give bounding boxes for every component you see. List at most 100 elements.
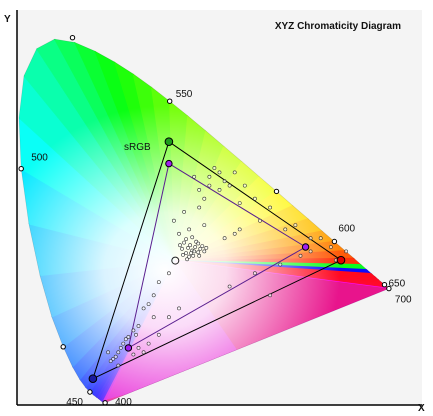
sample-point: [184, 237, 189, 242]
sample-point: [116, 363, 121, 368]
sample-point: [180, 246, 184, 251]
sample-point: [283, 227, 288, 232]
x-axis-label: X: [418, 403, 425, 414]
sample-point: [212, 166, 217, 170]
sample-point: [328, 245, 333, 249]
gamut-vertices: [88, 137, 346, 384]
sample-point: [116, 350, 121, 355]
gamut-label-srgb: sRGB: [124, 142, 151, 153]
sample-point: [197, 205, 202, 210]
sample-point: [202, 223, 207, 228]
locus-label-500: 500: [31, 153, 48, 164]
sample-point: [185, 257, 190, 262]
sample-point: [196, 241, 201, 246]
sample-point: [198, 246, 203, 251]
locus-marker: [69, 35, 76, 41]
gamut-vertex: [164, 137, 174, 146]
sample-point: [187, 227, 192, 232]
locus-label-700: 700: [395, 295, 412, 306]
sample-point: [182, 240, 187, 245]
sample-point: [151, 293, 156, 298]
sample-point: [200, 244, 205, 249]
sample-point: [141, 306, 146, 311]
sample-point: [227, 284, 232, 289]
locus-marker: [87, 389, 93, 395]
sample-point: [202, 196, 207, 201]
sample-point: [278, 262, 283, 267]
sample-point: [308, 236, 313, 241]
sample-point: [204, 245, 209, 250]
locus-marker: [386, 285, 392, 292]
sample-point: [232, 170, 237, 175]
sample-point: [344, 249, 349, 254]
sample-point: [268, 205, 273, 210]
sample-point: [156, 280, 161, 285]
sample-point: [108, 359, 113, 364]
gamut-triangle-outer: [92, 140, 342, 380]
sample-point: [156, 332, 161, 337]
sample-point: [136, 345, 141, 350]
sample-point: [222, 236, 227, 241]
sample-point: [166, 271, 171, 276]
sample-point: [293, 223, 298, 228]
sample-points: [106, 166, 349, 368]
sample-point: [186, 245, 191, 250]
sample-point: [190, 235, 195, 240]
locus-marker: [273, 188, 280, 195]
sample-point: [166, 315, 171, 320]
locus-marker: [18, 166, 24, 172]
sample-point: [193, 245, 198, 249]
sample-point: [106, 350, 111, 355]
white-point-marker: [171, 256, 180, 265]
locus-label-450: 450: [66, 397, 83, 408]
sample-point: [242, 183, 247, 188]
gamut-vertex: [88, 374, 98, 384]
sample-point: [187, 254, 192, 259]
sample-point: [146, 302, 151, 307]
sample-point: [268, 293, 273, 298]
sample-point: [217, 187, 222, 192]
locus-label-600: 600: [338, 224, 355, 235]
locus-label-400: 400: [115, 397, 132, 408]
sample-point: [197, 253, 202, 258]
y-axis-label: Y: [4, 14, 11, 25]
sample-point: [222, 179, 227, 184]
sample-point: [182, 209, 187, 214]
sample-point: [146, 341, 151, 346]
sample-point: [318, 236, 323, 241]
sample-point: [131, 352, 136, 357]
gamut-vertex: [165, 159, 173, 168]
sample-point: [184, 251, 189, 256]
sample-point: [207, 174, 212, 179]
sample-point: [151, 315, 156, 320]
sample-point: [131, 328, 136, 333]
sample-point: [178, 243, 182, 248]
spectral-locus-fill: [19, 39, 389, 403]
sample-point: [181, 252, 185, 257]
locus-marker: [331, 238, 338, 245]
sample-point: [177, 306, 181, 311]
gamut-vertex: [124, 344, 133, 352]
sample-point: [237, 201, 242, 206]
sample-point: [126, 335, 131, 339]
locus-marker: [167, 98, 173, 104]
sample-point: [118, 345, 123, 350]
sample-point: [252, 271, 257, 276]
sample-point: [217, 170, 222, 175]
chart-title: XYZ Chromaticity Diagram: [275, 21, 401, 32]
gamut-vertex: [301, 243, 310, 251]
sample-point: [113, 354, 118, 359]
sample-point: [188, 243, 193, 248]
sample-point: [171, 218, 176, 223]
sample-point: [192, 249, 197, 254]
sample-point: [197, 187, 202, 192]
sample-point: [192, 174, 197, 179]
gamut-vertex: [336, 255, 346, 265]
locus-wavelength-labels: 400 450 500 550 600 650 700: [31, 89, 412, 408]
gamut-triangles: [92, 140, 342, 380]
sample-point: [202, 249, 207, 254]
sample-point: [232, 231, 237, 236]
sample-point: [308, 249, 313, 254]
